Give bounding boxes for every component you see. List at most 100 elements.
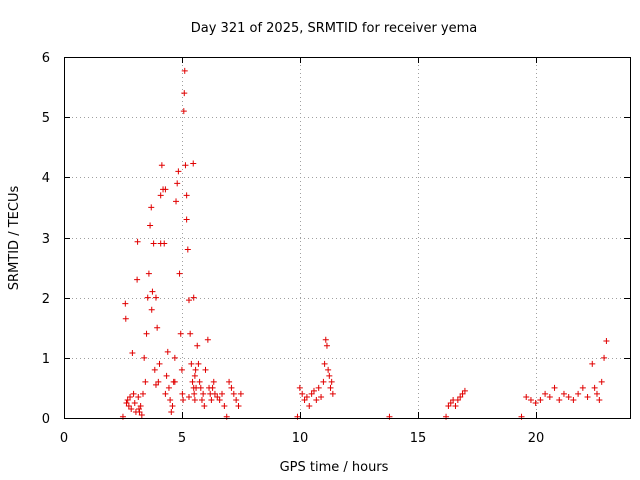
data-point <box>190 160 197 167</box>
y-tick-label: 1 <box>42 352 50 367</box>
data-point <box>192 366 199 373</box>
grid-lines <box>64 57 630 418</box>
data-point <box>321 360 328 367</box>
data-point <box>327 384 334 391</box>
data-point <box>141 354 148 361</box>
y-tick-label: 6 <box>42 51 50 66</box>
data-point <box>197 384 204 391</box>
data-point <box>184 246 191 253</box>
data-point <box>575 390 582 397</box>
data-point <box>135 393 142 400</box>
data-point <box>209 384 216 391</box>
data-point <box>584 393 591 400</box>
data-point <box>162 186 169 193</box>
data-point <box>123 399 130 406</box>
data-point <box>182 162 189 169</box>
data-point <box>149 288 156 295</box>
data-point <box>454 396 461 403</box>
data-point <box>162 390 169 397</box>
data-point <box>180 108 187 115</box>
data-point <box>221 402 228 409</box>
data-point <box>196 378 203 385</box>
data-point <box>143 330 150 337</box>
data-point <box>570 396 577 403</box>
data-point <box>177 330 184 337</box>
data-point <box>189 378 196 385</box>
data-point <box>137 402 144 409</box>
chart-title: Day 321 of 2025, SRMTID for receiver yem… <box>191 21 478 36</box>
data-point <box>313 396 320 403</box>
data-point <box>130 390 137 397</box>
data-point <box>200 390 207 397</box>
data-point <box>211 390 218 397</box>
data-point <box>546 393 553 400</box>
data-point <box>459 390 466 397</box>
data-point <box>179 390 186 397</box>
data-point <box>445 402 452 409</box>
data-point <box>299 390 306 397</box>
data-point <box>171 354 178 361</box>
data-point <box>178 366 185 373</box>
data-point <box>204 336 211 343</box>
x-tick-label: 10 <box>292 431 309 446</box>
data-point <box>140 390 147 397</box>
data-point <box>226 378 233 385</box>
data-point <box>320 378 327 385</box>
data-point <box>301 396 308 403</box>
data-point <box>145 270 152 277</box>
data-point <box>589 360 596 367</box>
data-point <box>165 384 172 391</box>
data-point <box>135 405 142 412</box>
data-point <box>219 390 226 397</box>
data-point <box>551 384 558 391</box>
data-point <box>180 396 187 403</box>
y-tick-label: 3 <box>42 232 50 247</box>
data-point <box>169 402 176 409</box>
data-point <box>542 390 549 397</box>
data-point <box>138 411 145 418</box>
data-point <box>171 378 178 385</box>
data-point <box>164 348 171 355</box>
data-point <box>152 294 159 301</box>
data-point <box>532 399 539 406</box>
data-point <box>191 390 198 397</box>
data-point <box>152 381 159 388</box>
y-axis-label: SRMTID / TECUs <box>7 186 22 291</box>
data-point <box>134 276 141 283</box>
data-point <box>167 396 174 403</box>
data-point <box>168 408 175 415</box>
data-point <box>591 384 598 391</box>
data-point <box>194 342 201 349</box>
data-point <box>181 67 188 74</box>
data-point <box>452 402 459 409</box>
data-point <box>188 360 195 367</box>
data-point <box>195 360 202 367</box>
data-point <box>579 384 586 391</box>
data-point <box>127 393 134 400</box>
axis-ticks: 0 5 10 15 20 0 1 2 3 4 5 6 <box>42 51 630 446</box>
data-point <box>155 378 162 385</box>
data-point <box>447 399 454 406</box>
data-point <box>129 350 136 357</box>
x-tick-label: 0 <box>60 431 68 446</box>
data-point <box>593 390 600 397</box>
data-point <box>214 393 221 400</box>
data-point <box>601 354 608 361</box>
data-point <box>603 337 610 344</box>
data-point <box>198 396 205 403</box>
data-point <box>216 396 223 403</box>
data-point <box>461 387 468 394</box>
data-point <box>125 402 132 409</box>
data-point <box>154 324 161 331</box>
data-point <box>175 168 182 175</box>
data-point <box>183 192 190 199</box>
data-point <box>230 390 237 397</box>
data-point <box>210 378 217 385</box>
data-point <box>181 90 188 97</box>
y-tick-label: 0 <box>42 412 50 427</box>
data-point <box>142 378 149 385</box>
data-point <box>144 294 151 301</box>
data-point <box>537 396 544 403</box>
data-point <box>323 342 330 349</box>
